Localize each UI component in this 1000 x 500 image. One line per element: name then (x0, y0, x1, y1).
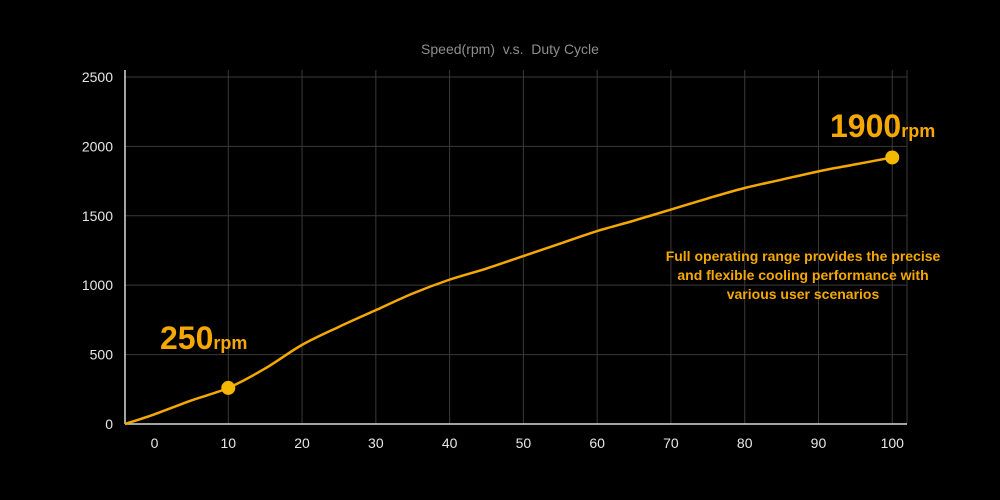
x-tick-labels: 0 10 20 30 40 50 60 70 80 90 100 (151, 435, 905, 451)
highlight-marker (221, 380, 236, 395)
x-tick-label: 70 (663, 435, 679, 451)
note-line: Full operating range provides the precis… (666, 248, 941, 264)
y-tick-label: 500 (90, 347, 114, 363)
y-tick-label: 2000 (82, 138, 113, 154)
highlight-marker (885, 150, 900, 165)
y-tick-label: 0 (105, 416, 113, 432)
grid (125, 70, 908, 424)
x-tick-label: 80 (737, 435, 753, 451)
note-line: and flexible cooling performance with (677, 267, 928, 283)
series-layer (124, 156, 893, 426)
x-tick-label: 60 (589, 435, 605, 451)
x-tick-label: 30 (368, 435, 384, 451)
y-tick-labels: 0 500 1000 1500 2000 2500 (82, 69, 113, 432)
annotation-unit: rpm (213, 333, 247, 353)
axes (124, 70, 907, 425)
x-tick-label: 0 (151, 435, 159, 451)
x-tick-label: 90 (811, 435, 827, 451)
annotation-value: 1900 (830, 108, 901, 144)
annotation-250rpm: 250rpm (160, 320, 247, 356)
x-tick-label: 20 (294, 435, 310, 451)
x-tick-label: 100 (881, 435, 905, 451)
y-tick-label: 1000 (82, 277, 113, 293)
x-tick-label: 50 (516, 435, 532, 451)
chart-title: Speed(rpm) v.s. Duty Cycle (421, 41, 599, 57)
annotation-value: 250 (160, 320, 213, 356)
x-tick-label: 10 (220, 435, 236, 451)
y-tick-label: 2500 (82, 69, 113, 85)
description-note: Full operating range provides the precis… (666, 248, 941, 302)
note-line: various user scenarios (727, 286, 880, 302)
series-line (124, 156, 893, 426)
annotation-1900rpm: 1900rpm (830, 108, 935, 144)
markers-layer (221, 150, 900, 395)
annotation-unit: rpm (901, 121, 935, 141)
y-tick-label: 1500 (82, 208, 113, 224)
x-tick-label: 40 (442, 435, 458, 451)
